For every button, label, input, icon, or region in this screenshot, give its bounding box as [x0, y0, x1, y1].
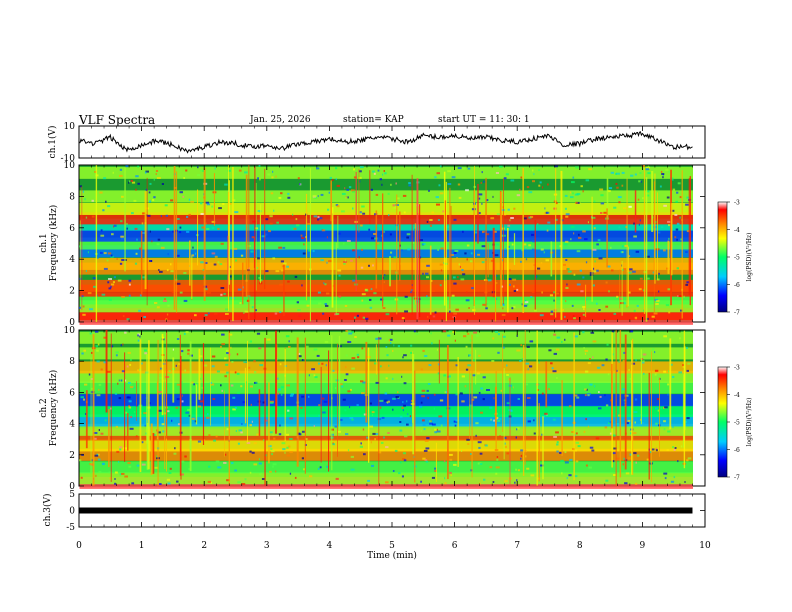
- ch1-waveform: 10 -10: [61, 122, 705, 164]
- ch1-ytick-label-10: 10: [64, 161, 76, 171]
- ch1-ytick-label-4: 4: [69, 255, 75, 265]
- ch2-spectrogram: 0 2 4 6 8 10: [64, 326, 705, 492]
- ch1-colorbar-tick-label--6: -6: [734, 282, 740, 289]
- ch1-colorbar-tick-label--3: -3: [734, 200, 740, 207]
- ch1-spectrogram-channel-label: ch.1: [39, 233, 49, 252]
- ch2-ytick-label-2: 2: [69, 451, 75, 461]
- ch2-band-8: [79, 405, 693, 418]
- xtick-label-6: 6: [452, 541, 458, 551]
- ch2-ytick-label-0: 0: [69, 482, 75, 492]
- ch1-ytick-label-8: 8: [69, 192, 75, 202]
- ch2-colorbar-label: log(PSD)(V²/Hz): [746, 398, 753, 447]
- ch2-band-12: [79, 361, 693, 374]
- xtick-label-0: 0: [76, 541, 82, 551]
- ch1-band-10: [79, 229, 693, 242]
- ch1-band-7: [79, 257, 693, 270]
- axes: 0 1 2 3 4 5 6 7 8 9 10: [76, 126, 711, 551]
- xtick-label-2: 2: [201, 541, 207, 551]
- ch1-band-5: [79, 279, 693, 292]
- xtick-label-5: 5: [389, 541, 395, 551]
- ch2-sferic-bursts: [85, 330, 686, 486]
- ch2-colorbar-tick-label--4: -4: [734, 392, 740, 399]
- start-time-label: start UT = 11: 30: 1: [438, 115, 530, 125]
- ch1-colorbar-label: log(PSD)(V²/Hz): [746, 233, 753, 282]
- ch3-ytick-label-5: 5: [69, 490, 75, 500]
- ch1-ytick-label--10: -10: [61, 154, 76, 164]
- ch1-ytick-label-6: 6: [69, 224, 75, 234]
- ch2-colorbar-tick-label--6: -6: [734, 447, 740, 454]
- ch1-waveform-ylabel: ch.1(V): [47, 126, 58, 159]
- ch1-colorbar: [717, 201, 728, 313]
- ch2-ytick-label-6: 6: [69, 388, 75, 398]
- ch1-ytick-label-10: 10: [64, 122, 76, 132]
- ch2-band-13: [79, 347, 693, 360]
- ch1-sferic-bursts: [79, 165, 691, 322]
- colorbar-ticks: -3 -4 -5 -6 -7 -3 -4 -5 -6 -7: [727, 200, 740, 482]
- ch2-colorbar-tick-label--5: -5: [734, 420, 740, 427]
- ch1-waveform-line: [78, 131, 693, 154]
- ch2-colorbar: [717, 366, 728, 478]
- xtick-label-4: 4: [327, 541, 333, 551]
- date-label: Jan. 25, 2026: [250, 115, 311, 125]
- ch1-colorbar-tick-label--7: -7: [734, 310, 740, 317]
- ch3-ytick-label--5: -5: [66, 523, 75, 533]
- ch2-band-2: [79, 461, 693, 474]
- xtick-label-8: 8: [577, 541, 583, 551]
- plot-title: VLF Spectra: [79, 113, 156, 127]
- ch1-spectrogram-ylabel: Frequency (kHz): [48, 205, 59, 282]
- ch1-ytick-label-0: 0: [69, 318, 75, 328]
- ch2-ytick-label-4: 4: [69, 420, 75, 430]
- ch2-spectrogram-ylabel: Frequency (kHz): [48, 370, 59, 447]
- xtick-label-3: 3: [264, 541, 270, 551]
- ch2-band-10: [79, 381, 693, 394]
- ch2-colorbar-tick-label--7: -7: [734, 475, 740, 482]
- ch1-spectrogram: 0 2 4 6 8 10: [64, 161, 705, 328]
- ch2-ytick-label-10: 10: [64, 326, 76, 336]
- ch3-signal-bar: [79, 507, 693, 514]
- ch2-colorbar-tick-label--3: -3: [734, 365, 740, 372]
- xtick-label-10: 10: [699, 541, 711, 551]
- xtick-label-7: 7: [514, 541, 520, 551]
- ch1-colorbar-tick-label--4: -4: [734, 227, 740, 234]
- ch3-waveform-ylabel: ch.3(V): [42, 494, 53, 527]
- ch2-band-11: [79, 370, 693, 383]
- x-axis-label: Time (min): [367, 550, 417, 561]
- ch1-colorbar-tick-label--5: -5: [734, 255, 740, 262]
- ch1-ytick-label-2: 2: [69, 287, 75, 297]
- ch2-spectrogram-channel-label: ch.2: [39, 398, 49, 417]
- ch3-waveform: 5 0 -5: [66, 490, 705, 533]
- station-label: station= KAP: [343, 115, 404, 125]
- xtick-label-1: 1: [139, 541, 145, 551]
- ch2-band-4: [79, 439, 693, 452]
- ch2-band-14: [79, 331, 693, 344]
- xtick-label-9: 9: [640, 541, 646, 551]
- ch2-ytick-label-8: 8: [69, 357, 75, 367]
- ch3-ytick-label-0: 0: [69, 507, 75, 517]
